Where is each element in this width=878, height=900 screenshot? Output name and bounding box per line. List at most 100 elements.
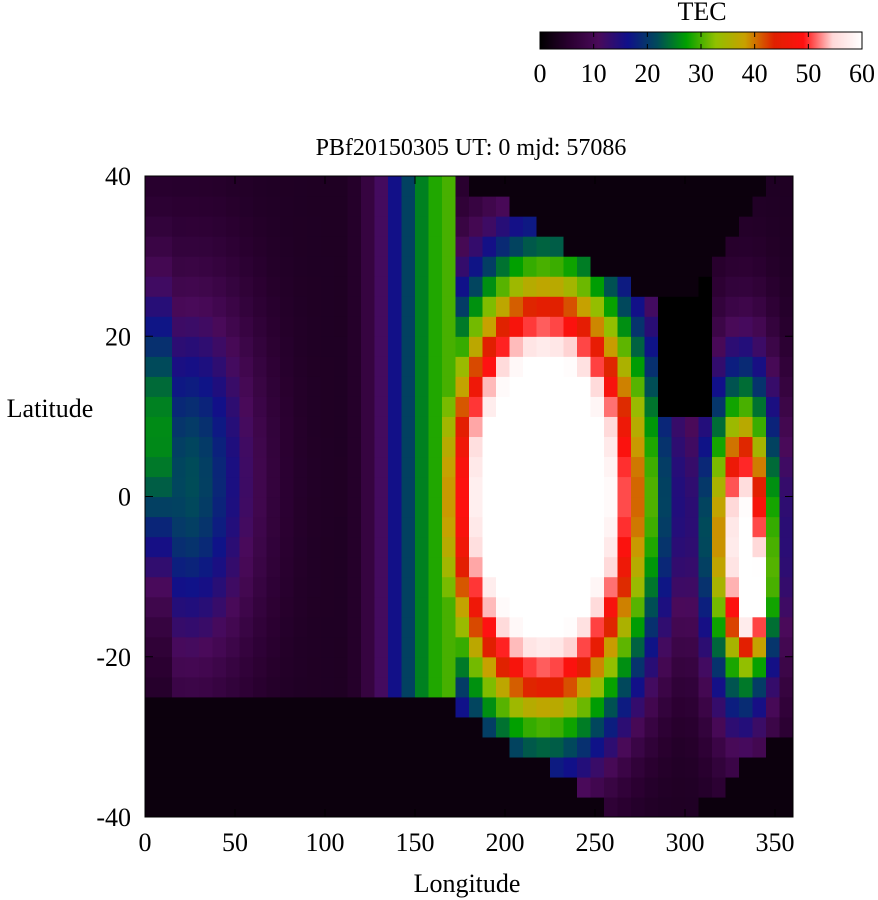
heatmap-cell [158, 296, 173, 317]
heatmap-cell [496, 476, 511, 498]
heatmap-cell [334, 656, 349, 678]
heatmap-cell [536, 756, 551, 778]
heatmap-cell [523, 436, 538, 458]
heatmap-cell [752, 276, 767, 297]
heatmap-cell [415, 536, 430, 558]
heatmap-cell [388, 516, 403, 538]
heatmap-cell [401, 576, 416, 598]
heatmap-cell [212, 236, 227, 257]
heatmap-cell [590, 556, 605, 578]
heatmap-cell [482, 616, 497, 638]
heatmap-cell [145, 396, 160, 417]
heatmap-cell [509, 776, 524, 798]
heatmap-cell [280, 656, 295, 678]
heatmap-cell [388, 736, 403, 758]
heatmap-cell [307, 336, 322, 357]
heatmap-cell [401, 656, 416, 678]
heatmap-cell [685, 676, 700, 698]
heatmap-cell [752, 296, 767, 317]
heatmap-cell [280, 396, 295, 417]
heatmap-cell [712, 736, 727, 758]
heatmap-cell [563, 676, 578, 698]
heatmap-cell [644, 556, 659, 578]
heatmap-cell [158, 216, 173, 237]
heatmap-cell [739, 216, 754, 237]
heatmap-cell [361, 416, 376, 438]
heatmap-cell [658, 576, 673, 598]
heatmap-cell [577, 376, 592, 397]
heatmap-cell [266, 536, 281, 558]
heatmap-cell [212, 716, 227, 738]
heatmap-cell [509, 216, 524, 237]
heatmap-cell [779, 736, 793, 758]
heatmap-cell [469, 256, 484, 277]
heatmap-cell [415, 496, 430, 518]
heatmap-cell [698, 376, 713, 397]
heatmap-cell [239, 716, 254, 738]
heatmap-cell [442, 256, 457, 277]
heatmap-cell [766, 216, 781, 237]
heatmap-cell [226, 216, 241, 237]
heatmap-cell [212, 636, 227, 658]
heatmap-cell [361, 676, 376, 698]
heatmap-cell [266, 596, 281, 618]
heatmap-cell [590, 216, 605, 237]
heatmap-cell [739, 596, 754, 618]
heatmap-cell [374, 636, 389, 658]
heatmap-cell [536, 276, 551, 297]
heatmap-cell [644, 636, 659, 658]
heatmap-cell [266, 656, 281, 678]
heatmap-cell [509, 536, 524, 558]
heatmap-cell [550, 616, 565, 638]
heatmap-cell [563, 216, 578, 237]
heatmap-cell [226, 676, 241, 698]
heatmap-cell [712, 256, 727, 277]
heatmap-cell [361, 516, 376, 538]
heatmap-cell [401, 756, 416, 778]
heatmap-cell [631, 576, 646, 598]
heatmap-cell [388, 236, 403, 257]
heatmap-cell [604, 576, 619, 598]
heatmap-cell [212, 296, 227, 317]
heatmap-cell [172, 456, 187, 478]
heatmap-cell [158, 176, 173, 197]
heatmap-cell [739, 536, 754, 558]
heatmap-cell [685, 416, 700, 438]
heatmap-cell [415, 796, 430, 817]
heatmap-cell [253, 676, 268, 698]
heatmap-cell [428, 516, 443, 538]
heatmap-cell [185, 616, 200, 638]
heatmap-cell [334, 676, 349, 698]
heatmap-cell [185, 416, 200, 438]
heatmap-cell [604, 656, 619, 678]
heatmap-cell [577, 736, 592, 758]
heatmap-cell [725, 176, 740, 197]
heatmap-cell [658, 596, 673, 618]
heatmap-cell [145, 176, 160, 197]
heatmap-cell [631, 216, 646, 237]
heatmap-cell [698, 496, 713, 518]
heatmap-cell [212, 476, 227, 498]
heatmap-cell [658, 476, 673, 498]
heatmap-cell [617, 396, 632, 417]
heatmap-cell [145, 596, 160, 618]
heatmap-cell [334, 396, 349, 417]
heatmap-cell [320, 556, 335, 578]
heatmap-cell [320, 696, 335, 718]
heatmap-cell [698, 336, 713, 357]
heatmap-cell [280, 276, 295, 297]
heatmap-cell [509, 356, 524, 377]
heatmap-cell [590, 756, 605, 778]
heatmap-cell [698, 796, 713, 817]
heatmap-cell [158, 376, 173, 397]
heatmap-cell [455, 396, 470, 417]
heatmap-cell [185, 336, 200, 357]
heatmap-cell [334, 596, 349, 618]
heatmap-cell [239, 436, 254, 458]
heatmap-cell [185, 596, 200, 618]
heatmap-cell [550, 456, 565, 478]
heatmap-cell [590, 376, 605, 397]
heatmap-cell [415, 516, 430, 538]
colorbar-tick-label: 30 [688, 59, 714, 88]
heatmap-cell [253, 416, 268, 438]
